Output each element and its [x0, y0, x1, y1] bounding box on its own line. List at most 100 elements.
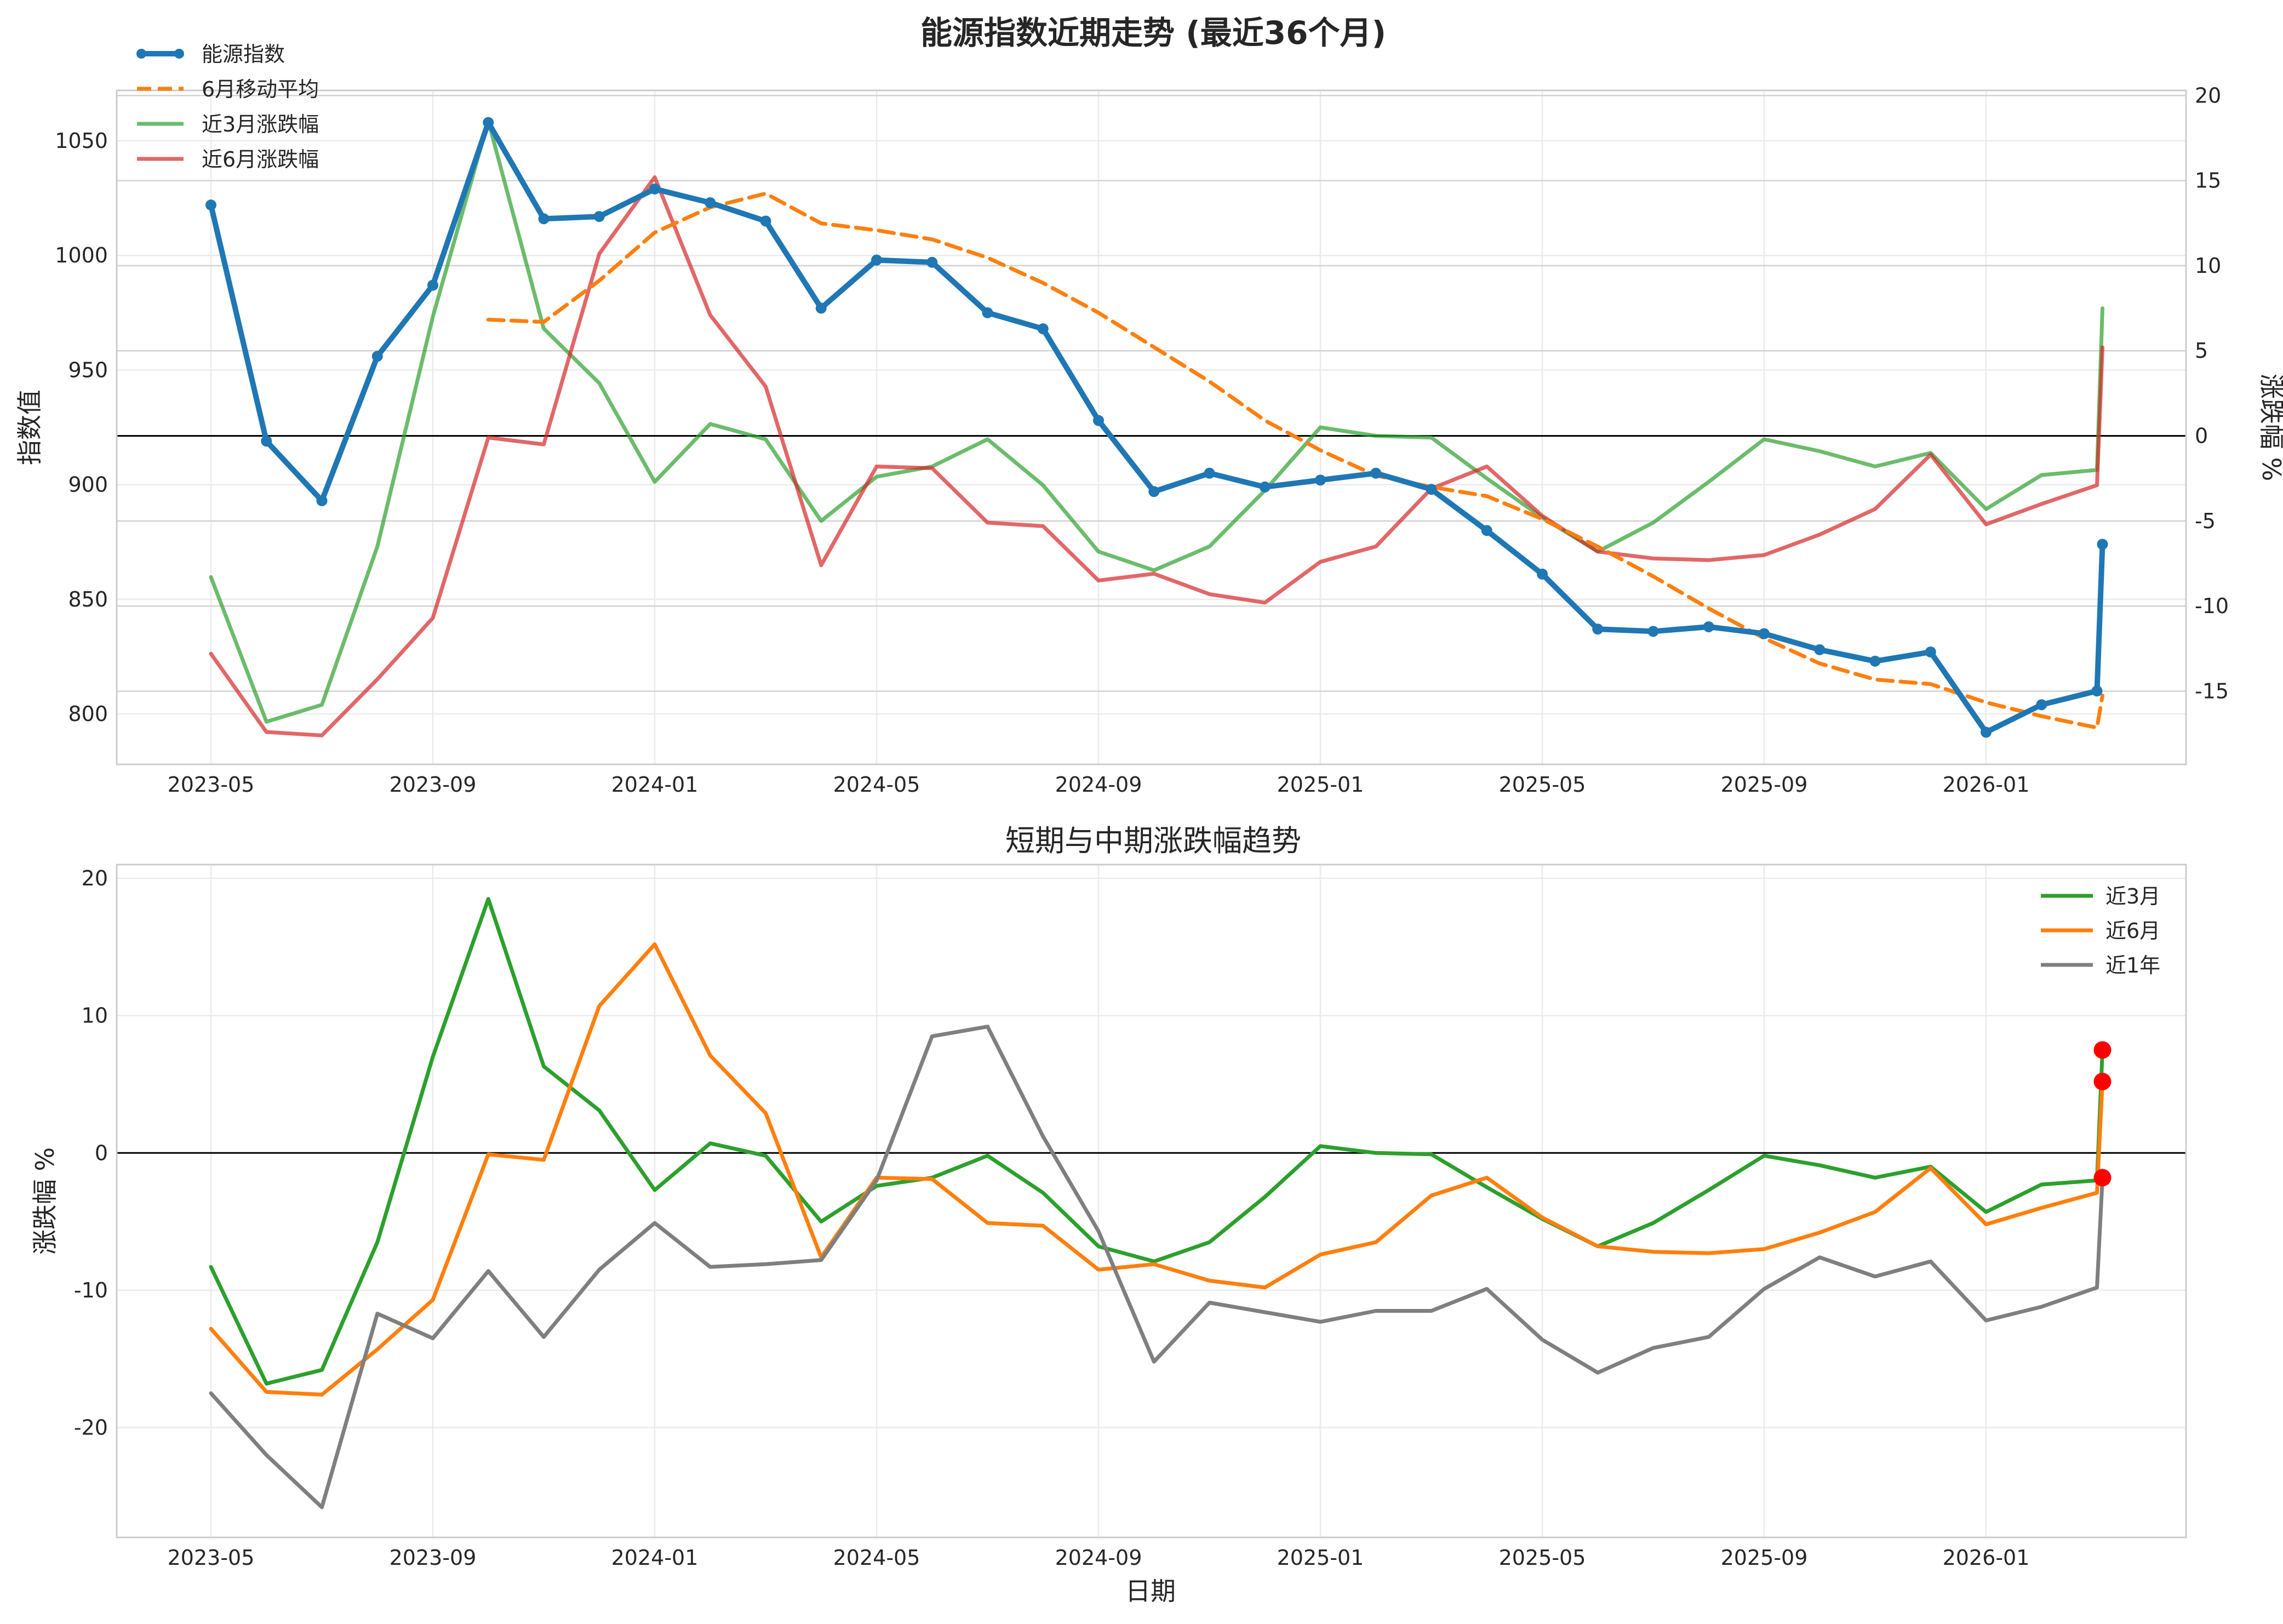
series-point — [205, 199, 216, 211]
x-tick-label: 2025-05 — [1499, 773, 1586, 797]
series-line-1 — [209, 942, 2104, 1397]
series-point — [871, 254, 882, 266]
top-grid — [117, 90, 2186, 764]
y2-tick-label: 20 — [2195, 83, 2221, 107]
series-point — [1537, 568, 1548, 580]
series-point — [926, 256, 938, 268]
series-point — [261, 436, 272, 447]
series-point — [538, 213, 550, 225]
series-point — [1148, 486, 1160, 498]
series-point — [815, 302, 827, 314]
y-tick-label: 20 — [82, 866, 108, 890]
series-point — [2097, 539, 2108, 550]
x-tick-label: 2024-05 — [833, 1546, 920, 1570]
y-tick-label: 1000 — [55, 243, 108, 267]
latest-value-marker — [2093, 1072, 2112, 1090]
legend-label: 近3月 — [2105, 884, 2160, 908]
latest-value-marker — [2093, 1169, 2112, 1187]
bottom-plot-frame — [116, 864, 2187, 1539]
y-tick-label: 900 — [68, 473, 108, 497]
series-point — [1370, 467, 1382, 479]
y-tick-label: 10 — [82, 1004, 108, 1028]
y-tick-label: 950 — [68, 358, 108, 382]
y-tick-label: 0 — [95, 1141, 108, 1165]
series-line-1 — [486, 191, 2104, 730]
series-point — [483, 117, 494, 128]
y2-tick-label: -15 — [2195, 679, 2229, 703]
series-line-0 — [209, 897, 2104, 1386]
series-point — [427, 279, 438, 291]
top-y-axis-title: 指数值 — [15, 390, 44, 465]
series-point — [1925, 647, 1936, 657]
bottom-y-axis-ticks: -20 -10 0 10 20 — [74, 866, 108, 1439]
x-tick-label: 2024-05 — [833, 773, 920, 797]
series-point — [649, 183, 660, 195]
legend-label: 近6月 — [2105, 919, 2160, 943]
series-point — [1814, 644, 1826, 655]
series-line-2 — [209, 119, 2104, 724]
y2-tick-label: 0 — [2195, 424, 2208, 448]
bottom-x-axis-title: 日期 — [1125, 1576, 1176, 1606]
bottom-x-axis-ticks: 2023-05 2023-09 2024-01 2024-05 2024-09 2025-… — [168, 1546, 2030, 1570]
top-y2-axis-title: 涨跌幅 % — [2257, 374, 2283, 481]
x-tick-label: 2024-01 — [611, 773, 699, 797]
y-tick-label: -20 — [74, 1416, 108, 1440]
series-point — [1315, 474, 1326, 486]
x-tick-label: 2024-09 — [1055, 773, 1142, 797]
x-tick-label: 2025-01 — [1277, 773, 1364, 797]
series-point — [2091, 685, 2103, 697]
x-tick-label: 2026-01 — [1943, 1546, 2030, 1570]
y2-tick-label: 15 — [2195, 169, 2221, 193]
top-chart: 能源指数近期走势 (最近36个月) 800 850 900 950 1000 1050 -… — [15, 14, 2283, 797]
top-x-axis-ticks: 2023-05 2023-09 2024-01 2024-05 2024-09 2025-… — [168, 773, 2030, 797]
legend-label: 6月移动平均 — [202, 77, 319, 101]
y2-tick-label: 10 — [2195, 254, 2221, 278]
y2-tick-label: -5 — [2195, 509, 2216, 533]
legend-marker — [174, 49, 184, 59]
y-tick-label: 1050 — [55, 129, 108, 153]
y-tick-label: 800 — [68, 702, 108, 726]
x-tick-label: 2025-09 — [1721, 1546, 1808, 1570]
series-point — [593, 211, 605, 222]
bottom-y-axis-title: 涨跌幅 % — [30, 1147, 60, 1255]
series-point — [1481, 525, 1492, 536]
x-tick-label: 2026-01 — [1943, 773, 2030, 797]
x-tick-label: 2024-01 — [611, 1546, 699, 1570]
x-tick-label: 2023-05 — [168, 773, 255, 797]
y-tick-label: 850 — [68, 587, 108, 611]
bottom-chart: 短期与中期涨跌幅趋势 -20 -10 0 10 20 2023-05 2023-09 202… — [30, 824, 2187, 1606]
series-point — [2036, 699, 2047, 711]
y-tick-label: -10 — [74, 1278, 108, 1302]
x-tick-label: 2025-01 — [1277, 1546, 1364, 1570]
series-point — [1204, 467, 1215, 479]
bottom-series — [209, 897, 2104, 1509]
x-tick-label: 2023-09 — [390, 1546, 477, 1570]
series-point — [1037, 323, 1049, 335]
top-plot-frame — [116, 89, 2187, 765]
series-point — [982, 307, 993, 318]
legend-label: 能源指数 — [202, 42, 285, 66]
bottom-latest-markers — [2093, 1041, 2112, 1187]
top-series — [205, 117, 2108, 738]
bottom-grid — [117, 865, 2186, 1537]
series-point — [1759, 628, 1770, 639]
series-point — [1426, 483, 1437, 495]
series-point — [1647, 626, 1659, 637]
series-line-3 — [209, 175, 2104, 737]
top-left-axis-ticks: 800 850 900 950 1000 1050 — [55, 129, 108, 726]
bottom-chart-title: 短期与中期涨跌幅趋势 — [1005, 824, 1301, 858]
series-point — [705, 197, 716, 208]
legend-label: 近1年 — [2105, 953, 2160, 977]
x-tick-label: 2023-09 — [390, 773, 477, 797]
x-tick-label: 2025-05 — [1499, 1546, 1586, 1570]
legend-label: 近3月涨跌幅 — [202, 112, 319, 136]
series-point — [1592, 624, 1604, 635]
x-tick-label: 2023-05 — [168, 1546, 255, 1570]
series-line-0 — [208, 119, 2105, 735]
series-point — [316, 495, 328, 506]
latest-value-marker — [2093, 1041, 2112, 1059]
legend-marker — [136, 49, 146, 59]
series-point — [760, 215, 771, 227]
top-chart-title: 能源指数近期走势 (最近36个月) — [920, 14, 1386, 52]
